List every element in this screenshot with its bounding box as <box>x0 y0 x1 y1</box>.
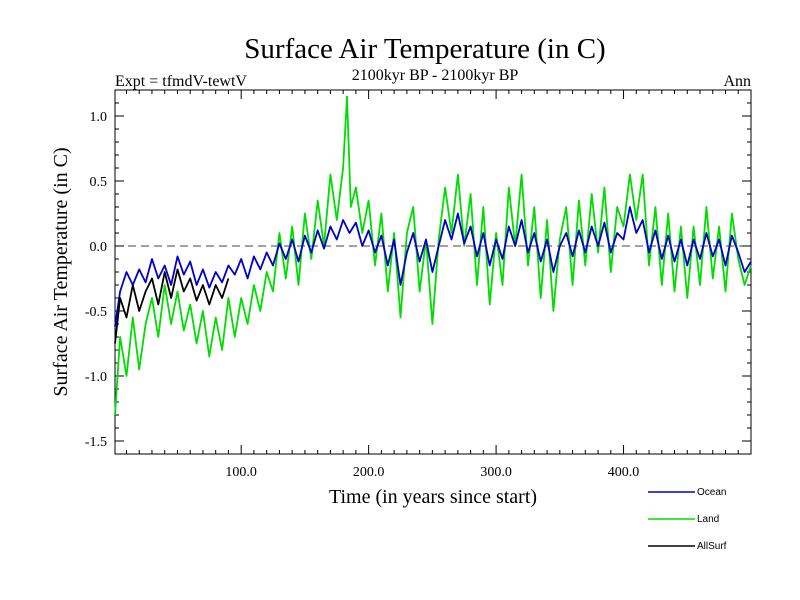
x-tick-label: 300.0 <box>480 465 512 480</box>
legend-label-ocean: Ocean <box>697 487 726 498</box>
y-axis-label: Surface Air Temperature (in C) <box>50 147 72 396</box>
chart-subtitle: 2100kyr BP - 2100kyr BP <box>352 67 519 84</box>
x-tick-label: 200.0 <box>353 465 385 480</box>
y-tick-label: 1.0 <box>90 110 108 125</box>
chart-title: Surface Air Temperature (in C) <box>244 33 605 65</box>
y-tick-label: 0.0 <box>90 240 108 255</box>
legend-label-allsurf: AllSurf <box>697 541 727 552</box>
y-tick-label: 0.5 <box>90 175 108 190</box>
series-line-land <box>114 95 752 416</box>
x-tick-label: 100.0 <box>225 465 257 480</box>
period-label: Ann <box>723 73 751 90</box>
y-axis-ticks: -1.5 -1.0 -0.5 0.0 0.5 1.0 <box>85 102 751 450</box>
experiment-label: Expt = tfmdV-tewtV <box>115 73 247 90</box>
legend-label-land: Land <box>697 514 719 525</box>
legend: Ocean Land AllSurf <box>648 487 727 552</box>
y-tick-label: -1.5 <box>85 435 107 450</box>
x-axis-label: Time (in years since start) <box>329 486 537 508</box>
x-axis-ticks: 100.0 200.0 300.0 400.0 <box>125 90 739 480</box>
y-tick-label: -1.0 <box>85 370 107 385</box>
data-series <box>114 95 752 416</box>
x-tick-label: 400.0 <box>608 465 640 480</box>
series-line-ocean <box>114 206 752 327</box>
y-tick-label: -0.5 <box>85 305 107 320</box>
series-line-allsurf <box>114 268 230 344</box>
